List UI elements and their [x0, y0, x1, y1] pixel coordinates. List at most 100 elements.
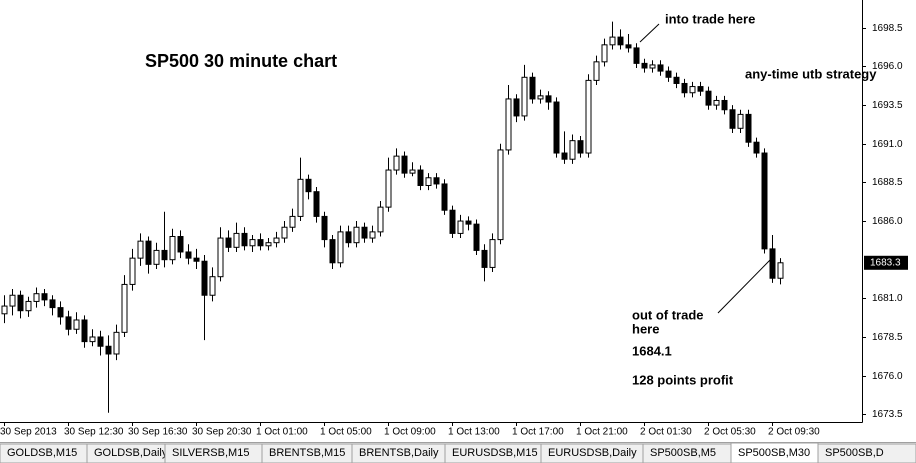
candle-body: [73, 319, 80, 330]
candle-body: [633, 47, 640, 64]
candle-body: [537, 95, 544, 100]
y-tick-label: 1678.5: [872, 332, 903, 343]
candle-body: [321, 215, 328, 241]
candle-body: [369, 231, 376, 239]
x-tick-label: 1 Oct 01:00: [256, 427, 308, 438]
candle-body: [625, 44, 632, 49]
candle-body: [353, 226, 360, 244]
candle-body: [433, 177, 440, 185]
x-tick-label: 2 Oct 05:30: [704, 427, 756, 438]
candle-body: [441, 183, 448, 211]
y-tick-label: 1698.5: [872, 23, 903, 34]
candle-body: [569, 140, 576, 160]
x-tick-label: 30 Sep 12:30: [64, 427, 124, 438]
candle-body: [153, 249, 160, 265]
candle-body: [137, 240, 144, 259]
candle-body: [1, 305, 8, 315]
tab-label[interactable]: SILVERSB,M15: [172, 447, 249, 459]
tab-label[interactable]: GOLDSB,M15: [7, 447, 77, 459]
candle-body: [129, 257, 136, 285]
candle-body: [193, 257, 200, 262]
candle-body: [81, 319, 88, 343]
candle-body: [393, 155, 400, 171]
price-label: 1683.3: [870, 257, 901, 268]
candle-body: [521, 76, 528, 117]
candle-body: [697, 86, 704, 92]
candle-body: [601, 44, 608, 63]
candle-body: [57, 307, 64, 318]
y-tick-label: 1696.0: [872, 61, 903, 72]
tab-label[interactable]: EURUSDSB,Daily: [548, 447, 637, 459]
tab-label[interactable]: BRENTSB,Daily: [359, 447, 439, 459]
annotation: 128 points profit: [632, 372, 734, 387]
x-tick-label: 2 Oct 01:30: [640, 427, 692, 438]
candle-body: [297, 178, 304, 217]
candle-body: [17, 294, 24, 312]
x-tick-label: 1 Oct 05:00: [320, 427, 372, 438]
candle-body: [329, 239, 336, 264]
candle-body: [417, 169, 424, 186]
candle-body: [777, 262, 784, 279]
candle-body: [233, 232, 240, 248]
candle-body: [145, 240, 152, 265]
tab-label[interactable]: BRENTSB,M15: [269, 447, 345, 459]
candle-body: [121, 283, 128, 333]
tab-label[interactable]: SP500SB,D: [825, 447, 884, 459]
tab-label[interactable]: SP500SB,M30: [738, 447, 810, 459]
tab-label[interactable]: SP500SB,M5: [650, 447, 716, 459]
candle-body: [513, 98, 520, 117]
candle-body: [217, 237, 224, 278]
candle-body: [761, 152, 768, 250]
candle-body: [689, 86, 696, 94]
y-tick-label: 1693.5: [872, 100, 903, 111]
candle-body: [489, 239, 496, 268]
candle-body: [9, 294, 16, 307]
x-tick-label: 1 Oct 09:00: [384, 427, 436, 438]
candle-body: [265, 242, 272, 247]
candle-body: [729, 109, 736, 129]
annotation: out of trade: [632, 307, 704, 322]
candle-body: [185, 251, 192, 259]
candle-body: [505, 98, 512, 151]
candle-body: [425, 177, 432, 186]
candle-body: [713, 99, 720, 106]
candle-body: [721, 99, 728, 111]
candle-body: [337, 231, 344, 264]
candle-body: [401, 155, 408, 174]
candle-body: [553, 101, 560, 154]
candle-body: [753, 141, 760, 154]
x-tick-label: 30 Sep 16:30: [128, 427, 188, 438]
candle-body: [457, 220, 464, 234]
candle-body: [617, 36, 624, 46]
candle-body: [305, 178, 312, 193]
candle-body: [409, 169, 416, 174]
pointer-line: [639, 23, 660, 43]
tab-label[interactable]: EURUSDSB,M15: [452, 447, 538, 459]
candle-body: [41, 293, 48, 301]
x-tick-label: 1 Oct 17:00: [512, 427, 564, 438]
candle-body: [289, 215, 296, 228]
candle-body: [257, 239, 264, 247]
candle-body: [497, 149, 504, 241]
tab[interactable]: [817, 443, 916, 463]
candle-body: [665, 70, 672, 78]
tab-label[interactable]: GOLDSB,Daily: [94, 447, 168, 459]
candle-body: [25, 300, 32, 312]
candle-body: [585, 79, 592, 154]
y-tick-label: 1676.0: [872, 371, 903, 382]
candle-body: [273, 237, 280, 244]
candle-body: [105, 345, 112, 355]
x-tick-label: 30 Sep 20:30: [192, 427, 252, 438]
candle-body: [529, 76, 536, 100]
candle-body: [89, 336, 96, 343]
y-tick-label: 1686.0: [872, 216, 903, 227]
candle-body: [225, 237, 232, 248]
candle-body: [65, 316, 72, 330]
candle-body: [385, 169, 392, 208]
candle-body: [281, 226, 288, 239]
candle-body: [49, 299, 56, 309]
candle-body: [745, 113, 752, 143]
candle-body: [769, 248, 776, 279]
candle-body: [201, 260, 208, 296]
